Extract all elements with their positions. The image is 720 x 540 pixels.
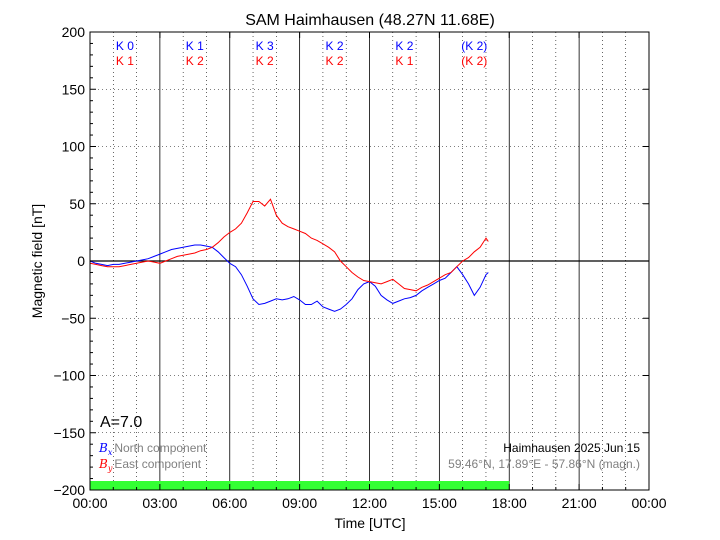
y-tick-label: 100 (62, 139, 86, 155)
x-tick-label: 21:00 (562, 495, 597, 511)
y-tick-label: 50 (69, 196, 85, 212)
x-tick-label: 12:00 (352, 495, 387, 511)
x-tick-label: 18:00 (492, 495, 527, 511)
y-tick-label: 0 (77, 253, 85, 269)
x-tick-label: 00:00 (631, 495, 666, 511)
k-index-bx: K 1 (186, 39, 204, 53)
k-index-by: K 2 (326, 54, 344, 68)
x-tick-label: 03:00 (142, 495, 177, 511)
series-group (89, 198, 489, 312)
y-tick-label: −100 (53, 368, 85, 384)
y-tick-label: 150 (62, 81, 86, 97)
x-tick-label: 00:00 (72, 495, 107, 511)
station-info-line1: Haimhausen 2025 Jun 15 (503, 441, 640, 455)
k-index-by: K 1 (116, 54, 134, 68)
legend-bx-entry: Bx North component (98, 441, 207, 457)
y-tick-label: 200 (62, 24, 86, 40)
series-line-bx (89, 244, 489, 312)
legend-by-symbol: B (98, 457, 108, 471)
k-index-by: K 1 (395, 54, 413, 68)
legend-bx-symbol: B (98, 441, 108, 455)
legend-by-label: East component (114, 457, 201, 471)
legend-by-entry: By East component (98, 457, 202, 473)
x-tick-label: 15:00 (422, 495, 457, 511)
a-index-label: A=7.0 (100, 414, 142, 431)
k-index-bx: K 2 (326, 39, 344, 53)
k-index-by: (K 2) (461, 54, 487, 68)
legend: Bx North component By East component (98, 441, 207, 473)
k-index-group: K 0K 1K 1K 2K 3K 2K 2K 2K 2K 1(K 2)(K 2) (116, 39, 487, 68)
y-tick-label: −50 (61, 310, 85, 326)
k-index-bx: (K 2) (461, 39, 487, 53)
legend-by-sub: y (107, 464, 113, 473)
x-tick-label: 09:00 (282, 495, 317, 511)
legend-bx-label: North component (114, 441, 207, 455)
k-index-bx: K 3 (256, 39, 274, 53)
k-index-by: K 2 (186, 54, 204, 68)
series-line-by (89, 198, 489, 292)
x-axis-label: Time [UTC] (334, 515, 405, 531)
chart-title: SAM Haimhausen (48.27N 11.68E) (245, 12, 495, 29)
y-tick-label: −200 (53, 482, 85, 498)
y-axis-label: Magnetic field [nT] (29, 204, 45, 318)
station-info-line2: 59.46°N, 17.89°E - 57.86°N (magn.) (448, 457, 640, 471)
k-index-bx: K 2 (395, 39, 413, 53)
legend-bx-sub: x (108, 448, 113, 457)
k-index-by: K 2 (256, 54, 274, 68)
x-tick-label: 06:00 (212, 495, 247, 511)
k-index-bx: K 0 (116, 39, 134, 53)
axes-group: 00:00 03:00 06:00 09:00 12:00 15:00 18:00 21:00… (53, 24, 666, 511)
y-tick-label: −150 (53, 425, 85, 441)
